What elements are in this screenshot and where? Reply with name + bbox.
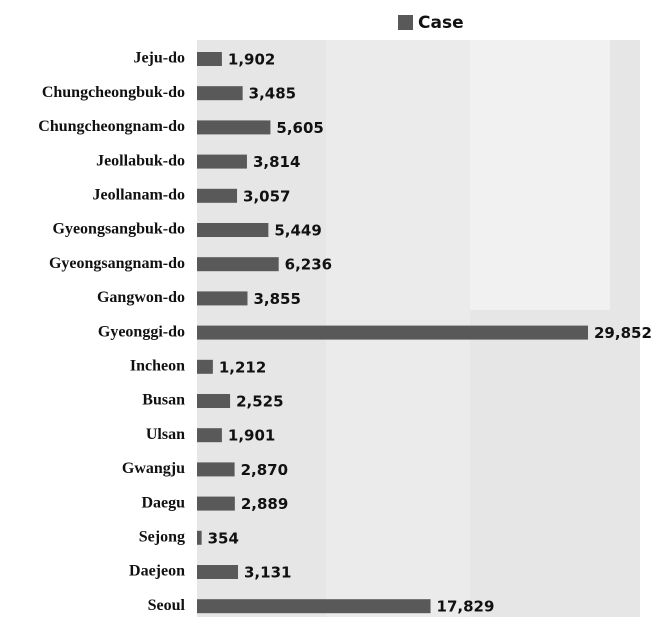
category-label: Sejong xyxy=(139,528,185,545)
value-label: 2,870 xyxy=(241,461,288,479)
legend-label: Case xyxy=(418,13,464,33)
category-label: Gyeonggi-do xyxy=(98,323,185,340)
bar xyxy=(197,599,431,614)
plot-band xyxy=(470,40,610,310)
value-label: 3,057 xyxy=(243,187,290,205)
value-label: 29,852 xyxy=(594,324,652,342)
value-label: 3,131 xyxy=(244,564,291,582)
bar xyxy=(197,52,222,66)
category-label: Busan xyxy=(142,392,185,409)
category-label: Jeju-do xyxy=(133,50,185,67)
bar xyxy=(197,257,279,272)
category-label: Gyeongsangnam-do xyxy=(49,255,185,272)
category-label: Chungcheongbuk-do xyxy=(42,84,185,101)
category-label: Gangwon-do xyxy=(97,289,185,306)
value-label: 17,829 xyxy=(437,598,495,616)
legend-swatch xyxy=(398,15,413,30)
bar xyxy=(197,188,238,203)
category-label: Jeollabuk-do xyxy=(96,152,185,169)
bar xyxy=(197,359,213,374)
category-label: Daegu xyxy=(141,494,185,511)
bar xyxy=(197,462,235,477)
value-label: 3,855 xyxy=(253,290,300,308)
bar xyxy=(197,325,588,340)
value-label: 3,485 xyxy=(249,85,296,103)
bar xyxy=(197,428,222,443)
value-label: 2,525 xyxy=(236,393,283,411)
bar xyxy=(197,120,271,135)
bar xyxy=(197,394,231,408)
category-label: Jeollanam-do xyxy=(93,186,185,203)
category-label: Seoul xyxy=(148,597,186,614)
value-label: 5,449 xyxy=(274,222,321,240)
category-label: Chungcheongnam-do xyxy=(38,118,185,135)
category-label: Ulsan xyxy=(146,426,185,443)
bar xyxy=(197,291,248,306)
value-label: 2,889 xyxy=(241,495,288,513)
value-label: 354 xyxy=(208,529,239,547)
category-label: Gyeongsangbuk-do xyxy=(53,221,186,238)
category-label: Incheon xyxy=(130,357,185,374)
category-label: Gwangju xyxy=(122,460,185,477)
bar xyxy=(197,496,235,511)
bar xyxy=(197,154,247,169)
value-label: 1,902 xyxy=(228,51,275,69)
bar xyxy=(197,530,202,545)
bar xyxy=(197,86,243,101)
value-label: 6,236 xyxy=(285,256,332,274)
category-label: Daejeon xyxy=(129,563,185,580)
bar xyxy=(197,565,239,579)
bar xyxy=(197,223,269,237)
value-label: 5,605 xyxy=(276,119,323,137)
value-label: 1,901 xyxy=(228,427,275,445)
value-label: 3,814 xyxy=(253,153,300,171)
value-label: 1,212 xyxy=(219,358,266,376)
